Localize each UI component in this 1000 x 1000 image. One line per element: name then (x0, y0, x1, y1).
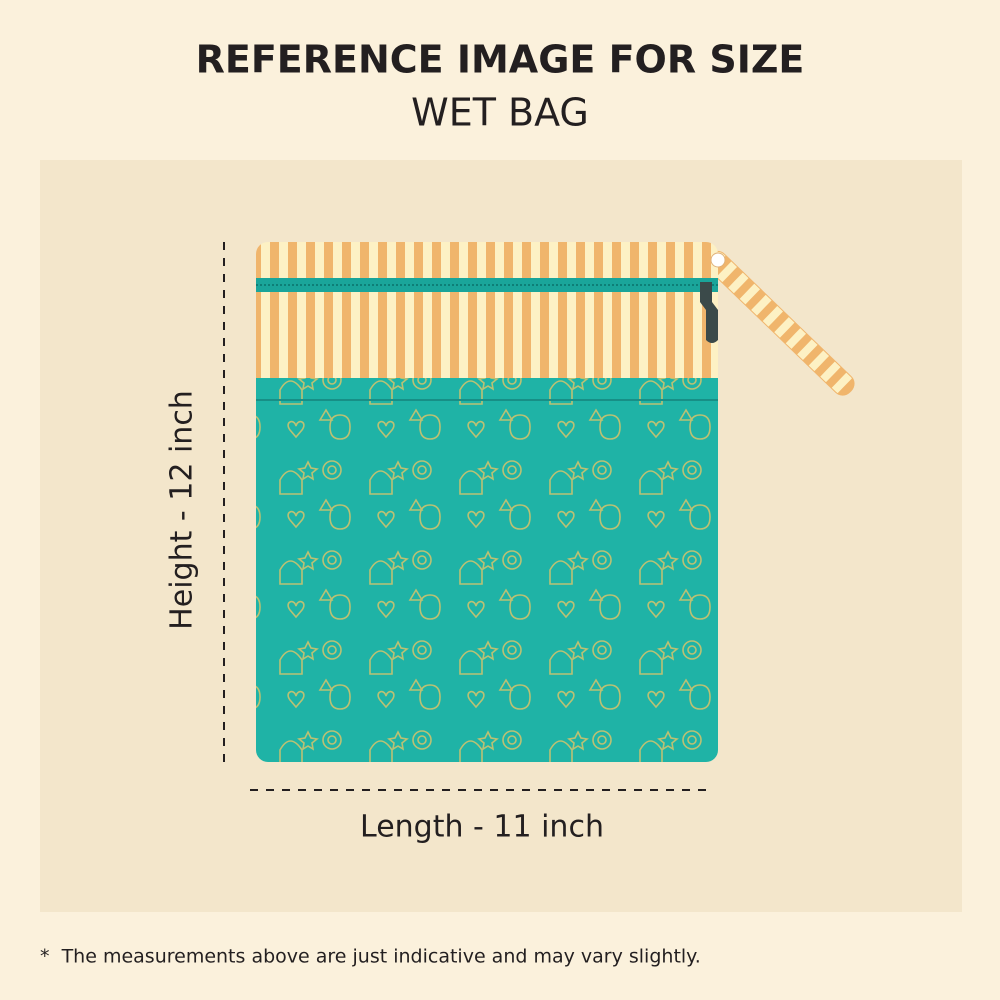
height-label: Height - 12 inch (165, 390, 200, 630)
title: REFERENCE IMAGE FOR SIZE (196, 38, 805, 82)
subtitle: WET BAG (411, 91, 589, 135)
length-label: Length - 11 inch (360, 810, 604, 845)
bag (256, 242, 718, 762)
zipper-pull (700, 282, 718, 343)
grommet (710, 252, 726, 268)
footnote: * The measurements above are just indica… (40, 946, 701, 968)
